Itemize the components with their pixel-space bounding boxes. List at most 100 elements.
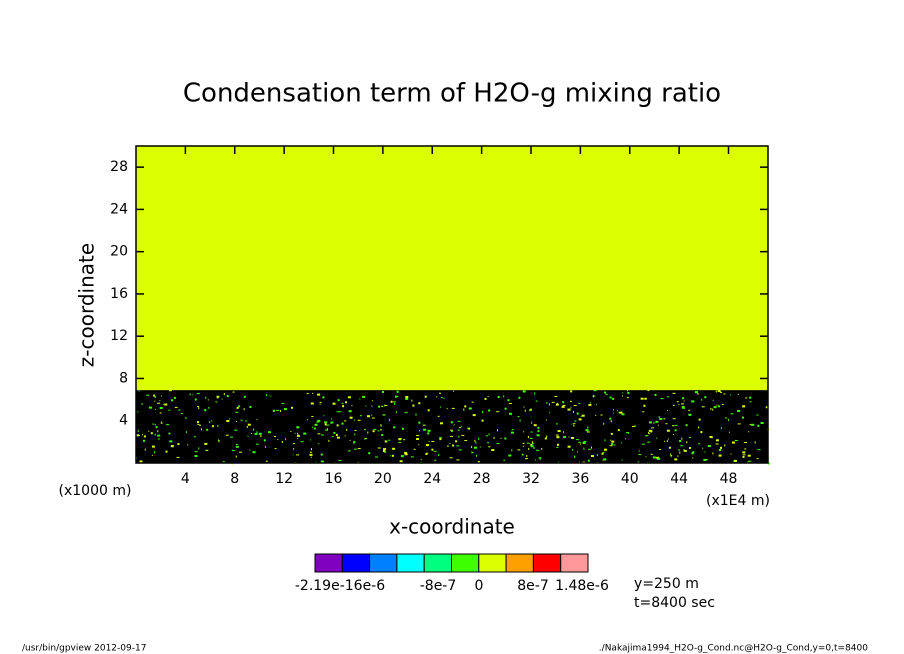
speckle — [199, 424, 201, 426]
speckle — [744, 442, 747, 443]
y-tick-label: 24 — [110, 201, 128, 217]
speckle — [194, 398, 197, 401]
speckle — [217, 425, 219, 427]
speckle — [737, 393, 739, 395]
speckle — [555, 434, 559, 436]
speckle — [422, 424, 426, 426]
speckle — [426, 452, 429, 454]
speckle — [455, 440, 458, 443]
speckle — [601, 452, 604, 455]
speckle — [240, 419, 243, 421]
colorbar-swatch — [369, 553, 398, 573]
speckle — [507, 399, 510, 402]
speckle — [398, 441, 402, 443]
speckle — [349, 439, 351, 441]
speckle — [452, 444, 455, 447]
speckle — [404, 412, 408, 414]
speckle — [322, 396, 325, 399]
speckle — [556, 436, 560, 439]
x-tick-label: 40 — [621, 471, 639, 487]
speckle — [638, 450, 640, 452]
speckle — [626, 397, 629, 399]
speckle — [141, 403, 144, 405]
speckle — [197, 421, 199, 424]
y-tick-label: 8 — [119, 370, 128, 386]
speckle — [715, 443, 719, 445]
speckle — [341, 422, 344, 425]
speckle — [427, 409, 430, 412]
speckle — [373, 429, 377, 431]
speckle — [354, 419, 355, 421]
speckle — [536, 449, 540, 451]
speckle — [712, 452, 714, 455]
speckle — [247, 423, 251, 426]
speckle — [198, 447, 200, 450]
speckle — [472, 414, 476, 417]
speckle — [667, 410, 668, 412]
frame — [135, 145, 769, 464]
speckle — [235, 455, 237, 458]
speckle — [399, 460, 403, 463]
speckle — [556, 446, 559, 448]
speckle — [208, 406, 210, 409]
speckle — [274, 436, 276, 437]
speckle — [168, 409, 171, 411]
speckle — [245, 420, 247, 423]
speckle — [651, 427, 655, 429]
speckle — [154, 409, 156, 410]
speckle — [484, 397, 487, 400]
speckle — [653, 421, 655, 424]
speckle — [709, 436, 713, 439]
speckle — [309, 451, 311, 453]
speckle — [466, 427, 468, 429]
speckle — [602, 452, 605, 454]
speckle — [204, 442, 208, 445]
speckle — [557, 443, 559, 446]
speckle — [464, 405, 467, 408]
speckle — [473, 446, 477, 449]
speckle — [254, 433, 258, 435]
speckle — [324, 421, 328, 424]
speckle — [653, 456, 656, 459]
speckle — [404, 451, 408, 454]
speckle — [160, 422, 163, 424]
speckle — [768, 462, 770, 465]
speckle — [336, 436, 340, 439]
speckle — [437, 415, 440, 417]
speckle — [765, 406, 768, 409]
speckle — [479, 446, 481, 448]
speckle — [207, 399, 209, 401]
speckle — [534, 392, 536, 395]
speckle — [418, 421, 421, 424]
speckle — [704, 451, 706, 453]
speckle — [311, 416, 314, 417]
speckle — [511, 449, 513, 452]
speckle — [688, 409, 691, 411]
speckle — [389, 455, 391, 457]
speckle — [604, 391, 607, 394]
speckle — [461, 434, 465, 436]
speckle — [316, 421, 320, 423]
speckle — [529, 409, 531, 412]
speckle — [235, 411, 239, 413]
speckle — [698, 418, 701, 421]
speckle — [730, 453, 732, 455]
speckle — [310, 451, 313, 453]
speckle — [571, 423, 573, 425]
speckle — [688, 437, 691, 439]
speckle — [265, 394, 267, 397]
x-tick-label: 4 — [181, 471, 190, 487]
speckle — [386, 440, 388, 443]
speckle — [404, 453, 408, 456]
speckle — [526, 455, 528, 457]
speckle — [698, 426, 700, 429]
speckle — [463, 408, 465, 411]
speckle — [683, 449, 687, 452]
speckle — [756, 414, 759, 416]
speckle — [700, 431, 703, 434]
speckle — [698, 443, 701, 445]
speckle — [161, 395, 162, 397]
speckle — [476, 454, 477, 457]
speckle — [230, 436, 233, 438]
colorbar-swatch — [314, 553, 343, 573]
